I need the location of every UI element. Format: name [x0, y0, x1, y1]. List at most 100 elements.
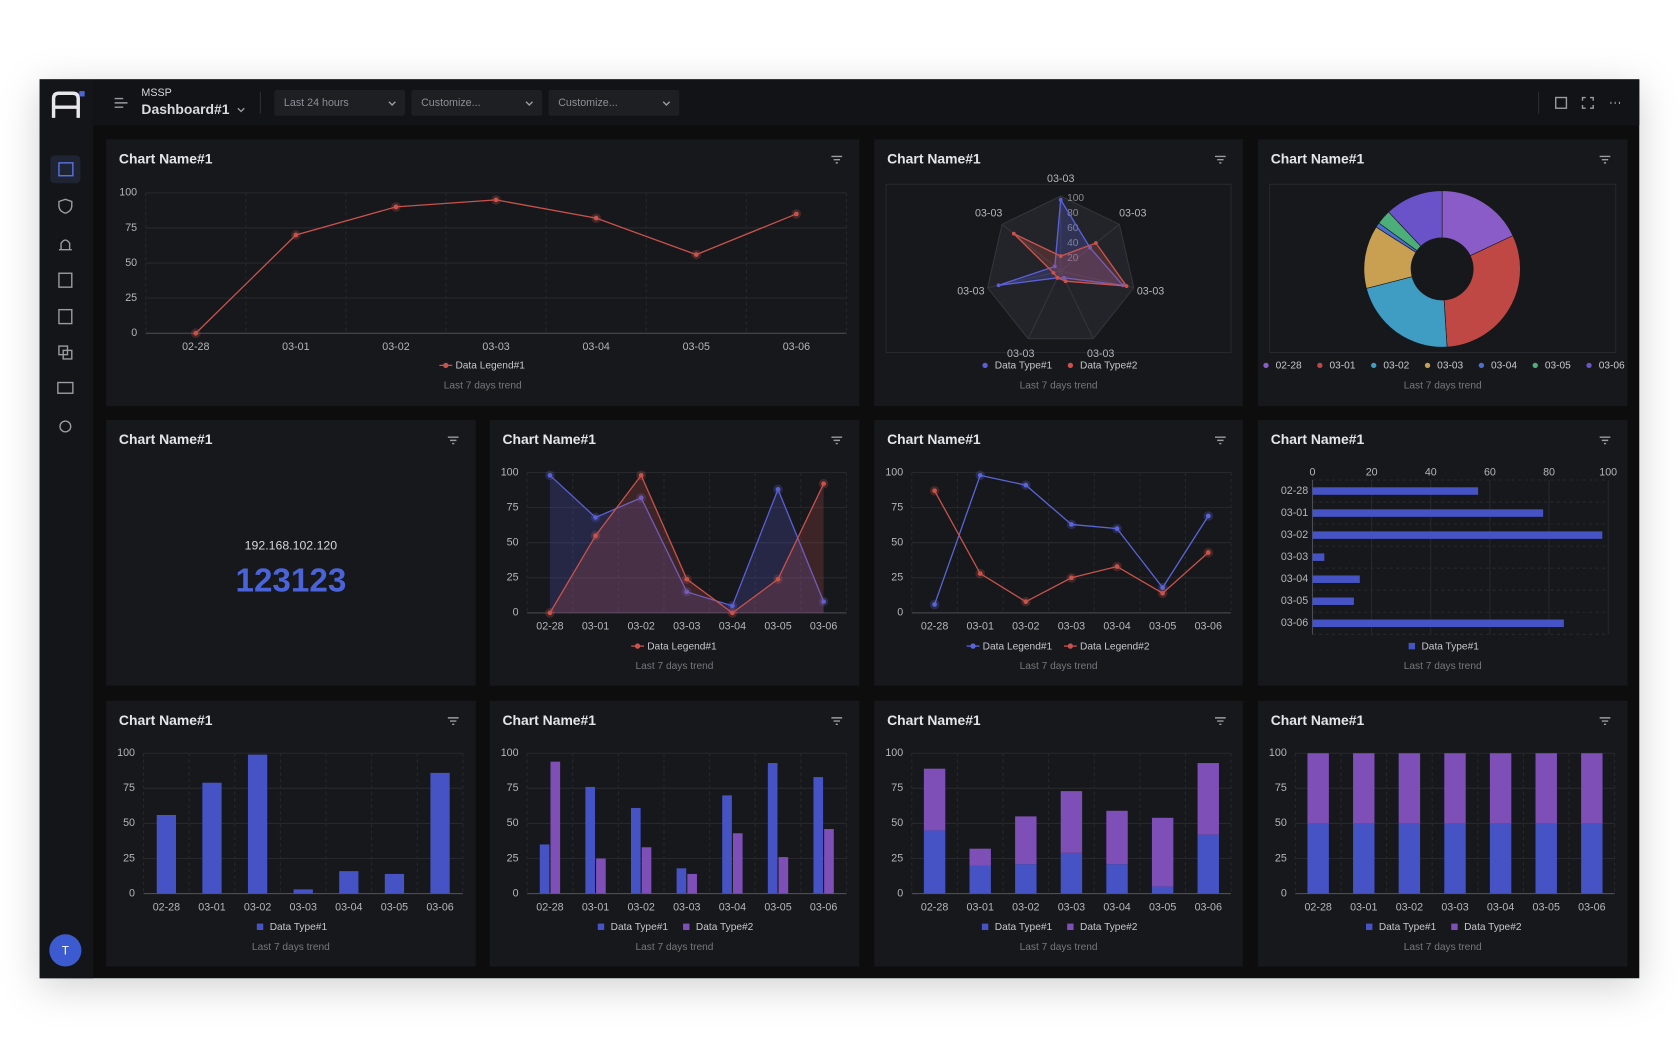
- legend: Data Type#1: [256, 922, 328, 933]
- y-tick-label: 0: [513, 607, 519, 619]
- panel: [106, 420, 476, 686]
- panel-title: Chart Name#1: [887, 150, 981, 166]
- radar-point: [1011, 231, 1016, 236]
- panel-menu[interactable]: [831, 436, 843, 445]
- bar-segment: [923, 830, 946, 894]
- panel-title: Chart Name#1: [502, 712, 596, 728]
- x-tick-label: 03-06: [783, 341, 810, 353]
- filter-box[interactable]: [548, 90, 680, 116]
- menu-toggle[interactable]: [114, 97, 128, 108]
- dashboard-name[interactable]: Dashboard#1: [141, 101, 229, 117]
- bar: [1312, 619, 1564, 628]
- panel-title: Chart Name#1: [119, 150, 213, 166]
- bar: [813, 777, 824, 894]
- panel-menu[interactable]: [831, 155, 843, 164]
- panel-menu[interactable]: [1215, 436, 1226, 445]
- filter-chevron[interactable]: [662, 101, 671, 107]
- nav-active[interactable]: [50, 155, 81, 184]
- filters[interactable]: Last 24 hours Customize... Customize...: [274, 90, 680, 116]
- radar-point: [1124, 284, 1129, 289]
- y-tick-label: 50: [891, 537, 903, 549]
- edit-button[interactable]: [1555, 96, 1568, 109]
- y-tick-label: 75: [507, 501, 519, 513]
- bar-segment: [1489, 753, 1512, 824]
- caption: Last 7 days trend: [1020, 380, 1098, 391]
- x-tick-label: 03-05: [683, 341, 710, 353]
- x-tick-label: 02-28: [921, 621, 948, 633]
- filter-box[interactable]: [274, 90, 405, 116]
- legend-label: Data Type#1: [270, 922, 328, 933]
- legend: Data Type#1: [1408, 641, 1479, 652]
- filter-text[interactable]: Last 24 hours: [284, 97, 349, 109]
- x-tick-label: 03-02: [1012, 901, 1039, 913]
- panel-menu[interactable]: [1599, 717, 1611, 726]
- nav-dashboard[interactable]: [58, 162, 74, 177]
- panel-menu[interactable]: [831, 717, 843, 726]
- x-tick-label: 100: [1599, 466, 1617, 478]
- point: [821, 599, 826, 605]
- nav-alarm[interactable]: [58, 239, 72, 251]
- point: [775, 576, 781, 582]
- y-tick-label: 75: [891, 501, 903, 513]
- filter-box[interactable]: [411, 90, 543, 116]
- panel-menu[interactable]: [447, 436, 459, 445]
- legend-label: Data Legend#1: [455, 361, 525, 372]
- bar: [585, 786, 596, 894]
- fullscreen-button[interactable]: [1581, 96, 1594, 109]
- legend-marker: [256, 923, 264, 931]
- bar-segment: [1106, 864, 1128, 894]
- legend-dot: [443, 362, 449, 369]
- r-tick-label: 40: [1067, 238, 1079, 249]
- dashboard-chevron[interactable]: [237, 107, 245, 113]
- nav-icons[interactable]: [57, 162, 74, 433]
- panel-menu[interactable]: [1599, 155, 1611, 164]
- legend-label: Data Type#1: [995, 361, 1053, 372]
- x-tick-label: 03-05: [1149, 621, 1176, 633]
- nav-shield[interactable]: [58, 198, 73, 214]
- legend-marker: [1317, 362, 1323, 369]
- nav-settings[interactable]: [59, 420, 72, 433]
- legend-marker: [1063, 643, 1077, 649]
- legend-label: Data Type#1: [995, 922, 1053, 933]
- radar-point: [996, 283, 1001, 288]
- filter-chevron[interactable]: [525, 101, 533, 107]
- caption: Last 7 days trend: [1020, 661, 1098, 672]
- y-tick-label: 50: [1275, 817, 1287, 829]
- panel-menu[interactable]: [447, 717, 459, 726]
- panel-title: Chart Name#1: [502, 431, 596, 447]
- y-tick-label: 03-02: [1281, 529, 1308, 541]
- panel-menu[interactable]: [1215, 155, 1226, 164]
- x-tick-label: 03-02: [382, 341, 409, 353]
- panel-menu[interactable]: [1599, 436, 1611, 445]
- x-tick-label: 03-06: [1195, 621, 1222, 633]
- bar: [732, 833, 743, 894]
- filter-text[interactable]: Customize...: [421, 97, 480, 109]
- x-tick-label: 03-04: [719, 901, 746, 913]
- y-tick-label: 100: [119, 187, 137, 199]
- x-tick-label: 03-03: [1441, 901, 1468, 913]
- point: [977, 472, 983, 478]
- legend: Data Type#1 Data Type#2: [982, 361, 1138, 372]
- x-tick-label: 03-03: [482, 341, 509, 353]
- bar-segment: [969, 865, 991, 894]
- bar-segment: [1535, 753, 1557, 824]
- nav-monitor[interactable]: [57, 381, 74, 394]
- nav-doc[interactable]: [58, 308, 73, 325]
- y-tick-label: 25: [125, 292, 137, 304]
- panel-menu[interactable]: [1215, 717, 1226, 726]
- y-tick-label: 50: [125, 257, 137, 269]
- nav-copy2[interactable]: [62, 349, 73, 360]
- legend-label: 02-28: [1276, 361, 1302, 372]
- filter-text[interactable]: Customize...: [558, 97, 617, 109]
- legend-label: Data Type#2: [1464, 922, 1522, 933]
- point: [730, 610, 735, 616]
- avatar-initial[interactable]: T: [62, 945, 69, 958]
- x-tick-label: 03-06: [810, 621, 837, 633]
- avatar[interactable]: [49, 934, 82, 967]
- bar: [539, 844, 550, 894]
- nav-report[interactable]: [58, 272, 73, 288]
- x-tick-label: 03-04: [1487, 901, 1514, 913]
- filter-chevron[interactable]: [388, 101, 396, 107]
- x-tick-label: 03-03: [673, 621, 700, 633]
- radar-label: 03-03: [1047, 173, 1074, 185]
